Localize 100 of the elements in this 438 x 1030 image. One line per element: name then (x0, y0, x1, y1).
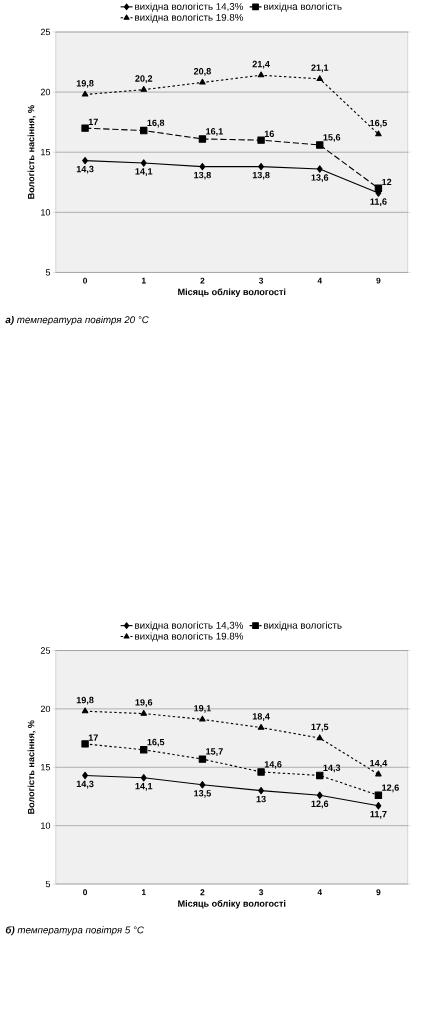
point (140, 159, 147, 167)
x-tick-label: 4 (317, 889, 322, 896)
legend-label: вихідна вологість 19.8% (134, 13, 243, 23)
data-label: 18,4 (252, 713, 270, 721)
x-tick-label: 1 (141, 277, 146, 284)
point (316, 791, 323, 799)
point (140, 709, 147, 716)
point (81, 740, 89, 748)
x-tick-label: 2 (200, 277, 205, 284)
legend-label: вихідна вологість 19.8% (134, 632, 243, 642)
y-tick-label: 15 (40, 764, 50, 771)
data-label: 11,7 (370, 811, 387, 819)
data-label: 13 (256, 795, 266, 803)
point (140, 774, 147, 782)
y-tick-label: 10 (40, 209, 50, 216)
data-label: 20,2 (135, 75, 152, 84)
y-axis-title: Вологість насіння, % (27, 720, 36, 814)
x-axis-title: Місяць обліку вологості (177, 288, 286, 297)
data-label: 13,5 (193, 790, 211, 798)
point (374, 184, 382, 192)
data-label: 14,1 (135, 168, 153, 176)
point (81, 124, 89, 132)
point (199, 162, 206, 171)
data-label: 17 (88, 118, 98, 125)
data-label: 19,8 (76, 80, 94, 88)
point (198, 135, 206, 143)
x-tick-label: 0 (82, 889, 87, 896)
x-tick-label: 9 (376, 277, 381, 284)
data-label: 15,6 (323, 134, 340, 142)
data-label: 19,6 (135, 699, 153, 707)
data-label: 15,7 (205, 748, 223, 756)
point (315, 141, 324, 149)
point (140, 85, 147, 92)
point (374, 770, 382, 777)
data-label: 14,1 (135, 783, 153, 791)
y-tick-label: 5 (45, 269, 50, 276)
x-tick-label: 9 (376, 889, 381, 896)
y-axis-title: Вологість насіння, % (27, 105, 36, 199)
data-label: 17 (88, 734, 98, 741)
data-label: 11,6 (370, 198, 387, 207)
legend-label: вихідна вологість (263, 2, 342, 12)
data-label: 16,5 (147, 738, 165, 747)
x-tick-label: 3 (258, 889, 263, 896)
text: б) температура повітря 5 °C (5, 926, 144, 936)
legend-label: вихідна вологість (263, 621, 342, 631)
x-tick-label: 0 (82, 277, 87, 284)
point (257, 723, 265, 730)
point (139, 746, 148, 754)
text: а) температура повітря 20 °C (5, 315, 149, 326)
data-label: 14,3 (323, 764, 340, 773)
point (81, 707, 89, 714)
point (257, 162, 264, 171)
point (198, 715, 206, 722)
data-label: 14,6 (264, 761, 282, 769)
data-label: 19,1 (193, 705, 211, 713)
y-tick-label: 10 (40, 822, 50, 829)
point (316, 734, 323, 741)
y-tick-label: 20 (40, 88, 50, 96)
data-label: 20,8 (193, 68, 211, 76)
legend-label: вихідна вологість 14,3% (134, 2, 243, 12)
x-tick-label: 4 (317, 277, 322, 284)
point (81, 90, 89, 97)
point (375, 802, 382, 810)
data-label: 16,5 (369, 119, 387, 128)
x-tick-label: 3 (258, 277, 263, 284)
x-tick-label: 1 (141, 889, 146, 896)
data-label: 21,4 (252, 60, 270, 69)
point (81, 771, 88, 780)
data-label: 14,3 (76, 780, 94, 789)
x-axis-title: Місяць обліку вологості (177, 900, 286, 909)
data-label: 12,6 (311, 800, 329, 809)
data-label: 16 (264, 130, 274, 138)
point (316, 75, 323, 81)
point (198, 755, 206, 763)
point (257, 786, 264, 795)
data-label: 21,1 (311, 64, 329, 73)
data-label: 13,6 (311, 174, 329, 183)
data-label: 16,8 (147, 119, 165, 128)
data-label: 12 (381, 178, 392, 186)
legend-label: вихідна вологість 14,3% (134, 621, 243, 631)
y-tick-label: 25 (40, 647, 50, 654)
point (315, 771, 324, 780)
data-label: 13,8 (252, 171, 270, 180)
y-tick-label: 20 (40, 705, 50, 713)
data-label: 14,4 (369, 760, 387, 768)
data-label: 12,6 (381, 784, 399, 793)
point (257, 136, 265, 144)
point (139, 126, 148, 135)
data-label: 14,3 (76, 165, 94, 174)
point (199, 781, 206, 789)
point (374, 130, 382, 137)
data-label: 19,8 (76, 696, 94, 705)
point (257, 71, 265, 78)
y-tick-label: 15 (40, 149, 50, 156)
data-label: 17,5 (311, 723, 329, 732)
y-tick-label: 5 (45, 880, 50, 888)
point (81, 156, 88, 165)
data-label: 13,8 (193, 171, 211, 180)
point (198, 78, 206, 85)
data-label: 16,1 (205, 128, 223, 136)
